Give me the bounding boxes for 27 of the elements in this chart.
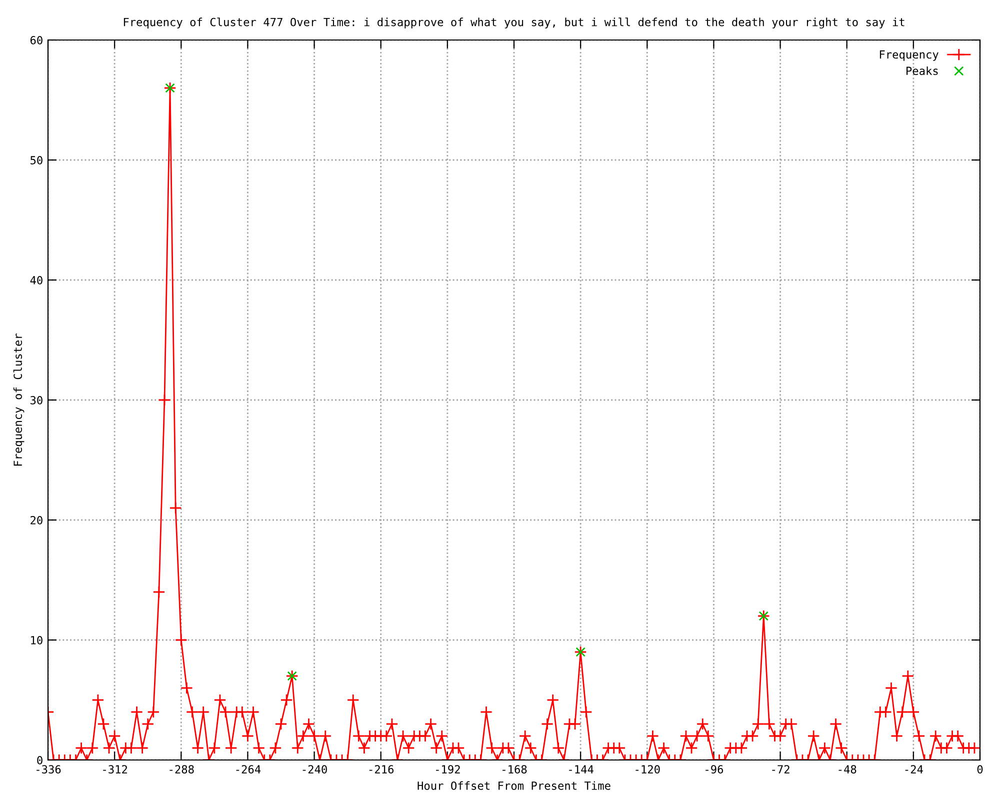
y-tick-label: 10 bbox=[31, 636, 42, 644]
y-tick-label: 50 bbox=[30, 156, 42, 164]
x-tick-label: -120 bbox=[636, 765, 660, 774]
x-tick-label: -24 bbox=[905, 765, 923, 774]
legend-label: Peaks bbox=[906, 66, 938, 76]
y-tick-label: 40 bbox=[30, 276, 42, 284]
x-tick-label: -264 bbox=[236, 765, 261, 774]
y-axis-title: Frequency of Cluster bbox=[13, 334, 24, 466]
legend-label: Frequency bbox=[880, 50, 938, 61]
y-tick-label: 30 bbox=[30, 396, 42, 404]
x-axis-title: Hour Offset From Present Time bbox=[418, 781, 610, 790]
x-tick-label: -312 bbox=[103, 765, 128, 774]
x-tick-label: -240 bbox=[302, 765, 327, 774]
y-tick-label: 0 bbox=[37, 756, 42, 764]
x-tick-label: -72 bbox=[772, 765, 790, 774]
x-tick-label: -48 bbox=[838, 765, 856, 774]
x-tick-label: -192 bbox=[436, 765, 460, 774]
y-tick-label: 20 bbox=[30, 516, 42, 524]
x-tick-label: -144 bbox=[569, 765, 594, 774]
x-tick-label: -288 bbox=[170, 765, 194, 774]
chart-title: Frequency of Cluster 477 Over Time: i disapprove of what you say, but i will defend to the death your right to say it bbox=[124, 18, 904, 28]
x-tick-label: -216 bbox=[369, 765, 394, 774]
x-tick-label: -336 bbox=[36, 765, 61, 774]
x-tick-label: -96 bbox=[706, 765, 724, 774]
y-tick-label: 60 bbox=[30, 36, 42, 44]
x-tick-label: -168 bbox=[502, 765, 527, 774]
x-tick-label: 0 bbox=[977, 765, 983, 774]
